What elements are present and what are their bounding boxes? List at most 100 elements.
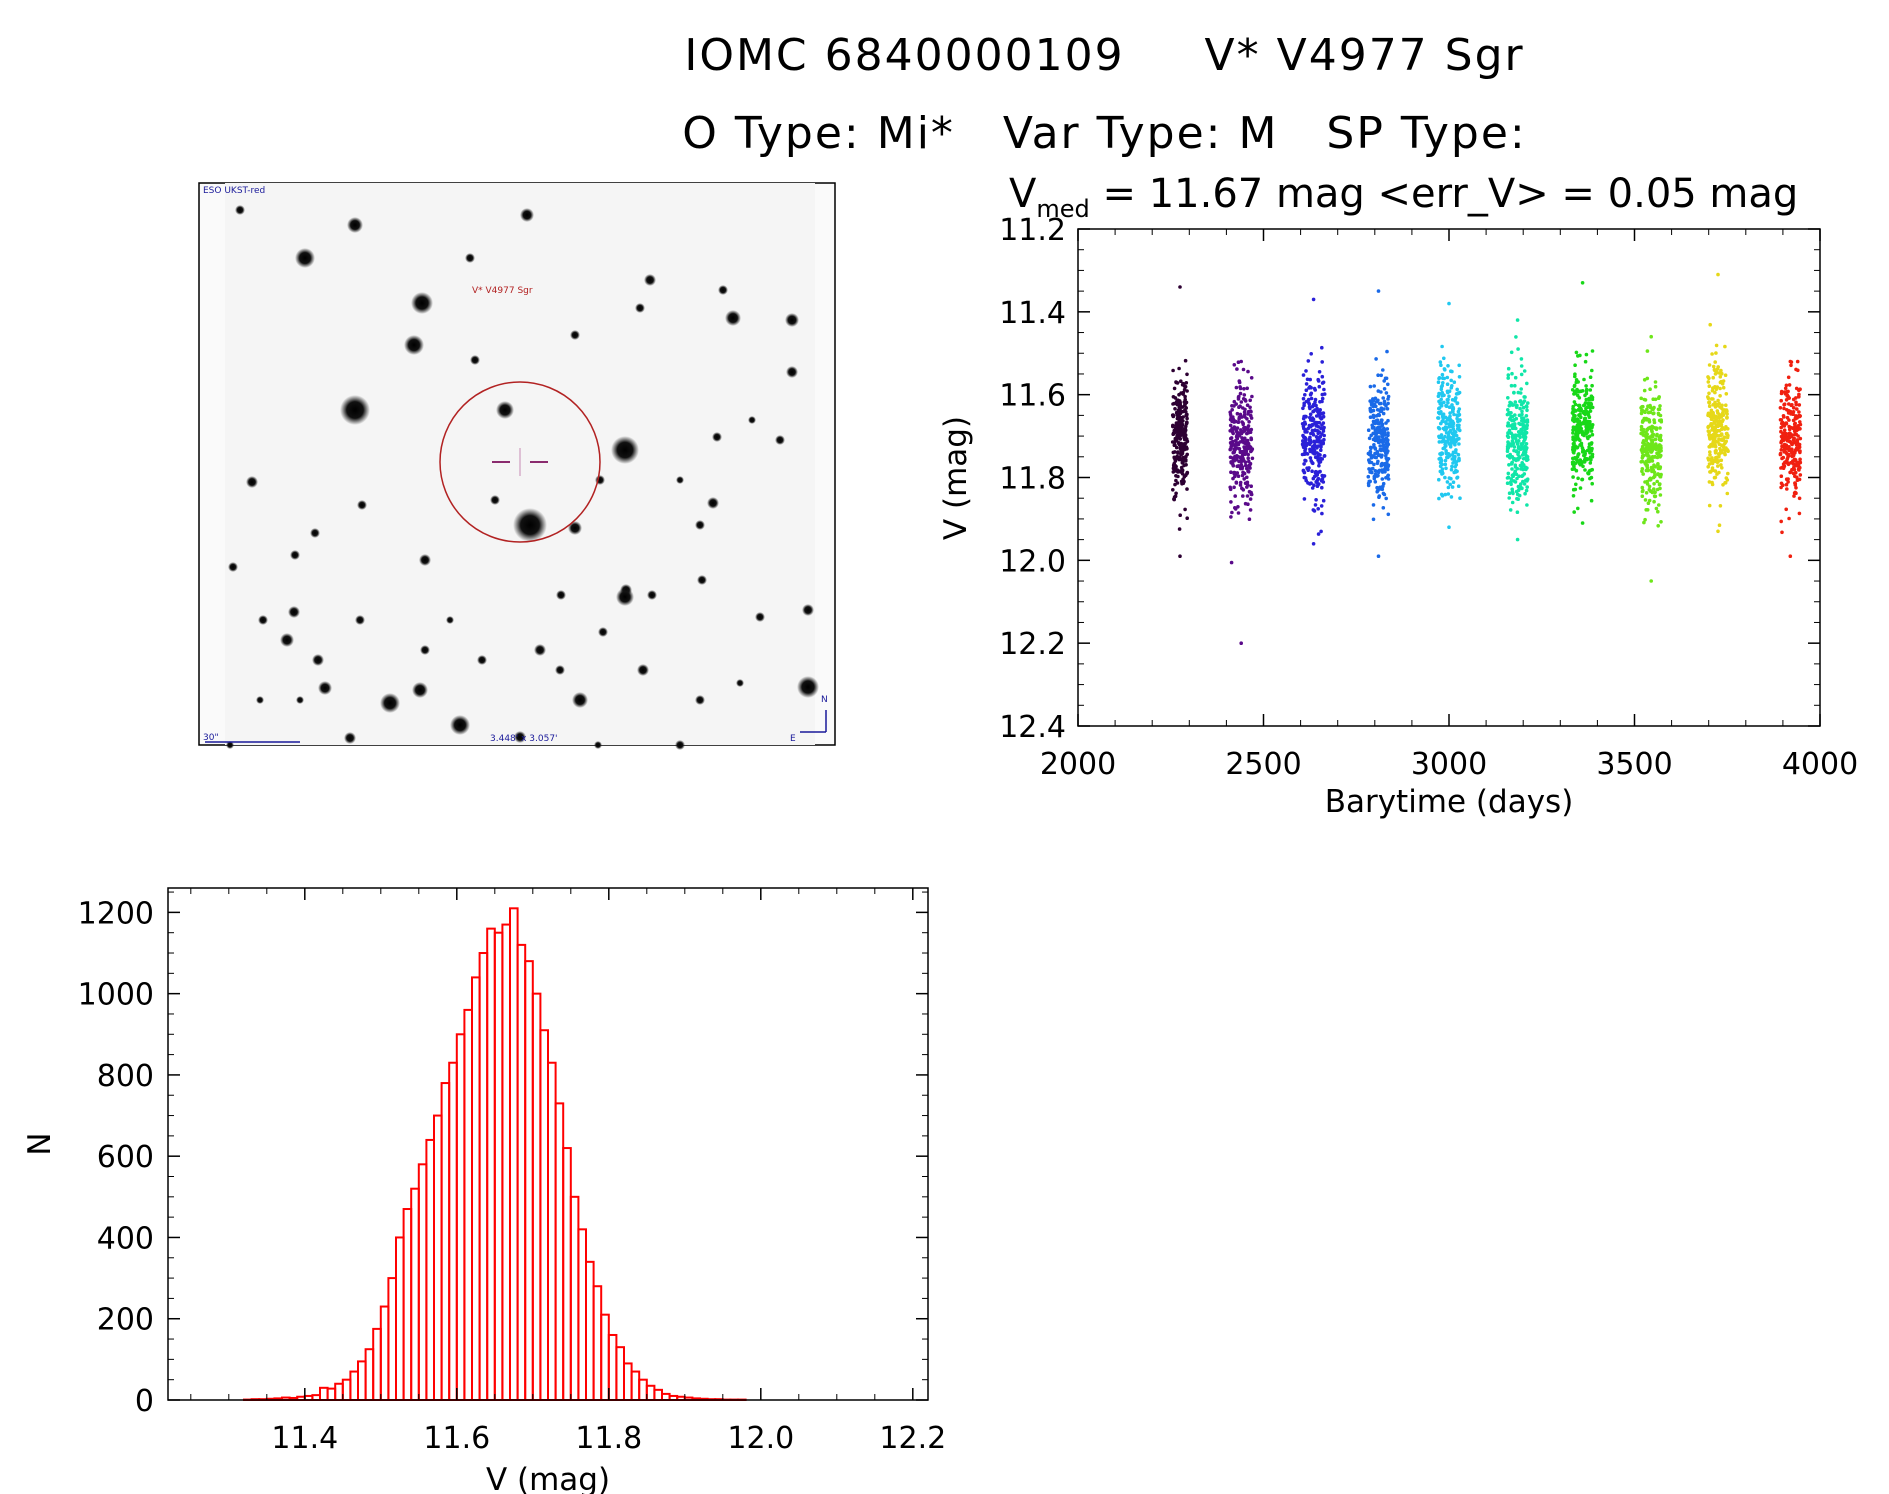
lc-point bbox=[1782, 442, 1787, 447]
lc-point bbox=[1320, 477, 1325, 481]
lc-point bbox=[1183, 394, 1187, 399]
lc-point bbox=[1440, 383, 1444, 388]
lc-point bbox=[1506, 471, 1511, 476]
lc-point bbox=[1656, 462, 1660, 466]
histogram-bar bbox=[645, 1384, 656, 1402]
lc-point bbox=[1369, 403, 1374, 407]
lc-point bbox=[1384, 456, 1389, 461]
lc-point bbox=[1796, 368, 1800, 373]
lc-point bbox=[1377, 494, 1382, 498]
lc-point bbox=[1443, 492, 1448, 497]
lc-point bbox=[1174, 491, 1178, 496]
lc-point bbox=[1709, 397, 1714, 401]
lc-point bbox=[1313, 455, 1318, 460]
lc-point bbox=[1375, 418, 1380, 423]
lc-point bbox=[1784, 482, 1789, 487]
lc-point bbox=[1588, 476, 1592, 481]
lc-point bbox=[1573, 363, 1577, 368]
lc-point bbox=[1717, 523, 1722, 527]
lc-point bbox=[1578, 486, 1583, 490]
lc-point bbox=[1796, 434, 1800, 438]
lc-point bbox=[1311, 451, 1315, 455]
lc-point bbox=[1588, 450, 1592, 455]
lc-point bbox=[1780, 530, 1784, 535]
lc-point bbox=[1645, 508, 1650, 512]
lc-point bbox=[1724, 403, 1728, 408]
lc-point bbox=[1641, 472, 1645, 476]
lc-point bbox=[1507, 412, 1511, 416]
lc-point bbox=[1444, 451, 1448, 455]
lc-point bbox=[1580, 521, 1585, 525]
lc-point bbox=[1172, 462, 1176, 466]
lc-point bbox=[1651, 411, 1655, 416]
lc-point bbox=[1382, 439, 1386, 443]
lc-point bbox=[1446, 400, 1450, 405]
lc-point bbox=[1725, 435, 1730, 440]
lc-point bbox=[1454, 450, 1458, 455]
lc-point bbox=[1519, 427, 1523, 432]
lc-point bbox=[1437, 496, 1441, 501]
lc-point bbox=[1439, 421, 1443, 426]
lc-point bbox=[1235, 464, 1239, 469]
lc-point bbox=[1723, 373, 1728, 378]
lc-point bbox=[1450, 453, 1455, 457]
lc-point bbox=[1441, 376, 1445, 381]
lc-point bbox=[1796, 467, 1801, 472]
lc-point bbox=[1512, 445, 1517, 449]
lc-point bbox=[1322, 474, 1326, 478]
lc-point bbox=[1707, 480, 1712, 484]
lc-point bbox=[1385, 349, 1389, 354]
lc-point bbox=[1640, 489, 1645, 494]
lc-point bbox=[1725, 409, 1729, 414]
lc-point bbox=[1374, 433, 1378, 437]
lc-point bbox=[1797, 477, 1802, 482]
histogram-bar bbox=[531, 992, 542, 1402]
lc-point bbox=[1176, 474, 1180, 479]
lc-point bbox=[1589, 429, 1594, 433]
lc-point bbox=[1641, 427, 1646, 432]
lc-point bbox=[1651, 432, 1656, 437]
lc-point bbox=[1445, 480, 1450, 484]
lc-point bbox=[1590, 368, 1594, 373]
lc-point bbox=[1653, 397, 1658, 402]
lc-point bbox=[1383, 466, 1388, 471]
lc-point bbox=[1244, 449, 1249, 454]
lc-point bbox=[1456, 391, 1460, 396]
lc-point bbox=[1247, 517, 1252, 521]
lc-point bbox=[1249, 427, 1254, 432]
lc-point bbox=[1645, 427, 1649, 432]
lc-point bbox=[1184, 458, 1188, 462]
lc-point bbox=[1244, 466, 1249, 471]
lc-point bbox=[1176, 450, 1180, 454]
lc-point bbox=[1521, 457, 1526, 461]
lc-point bbox=[1305, 466, 1309, 471]
histogram-bar bbox=[607, 1333, 618, 1401]
lc-point bbox=[1525, 485, 1529, 489]
lc-point bbox=[1310, 469, 1314, 474]
histogram-bar bbox=[630, 1370, 641, 1402]
lc-point bbox=[1369, 433, 1373, 438]
lc-point bbox=[1711, 437, 1715, 441]
lc-point bbox=[1515, 510, 1520, 514]
lc-point bbox=[1300, 442, 1305, 447]
lc-point bbox=[1372, 403, 1377, 408]
lc-point bbox=[1250, 447, 1255, 451]
lc-point bbox=[1785, 408, 1789, 412]
lc-point bbox=[1382, 399, 1387, 404]
lc-point bbox=[1183, 358, 1188, 363]
star bbox=[635, 303, 645, 313]
lc-point bbox=[1231, 463, 1236, 468]
lc-point bbox=[1713, 439, 1718, 443]
lc-point bbox=[1648, 459, 1652, 463]
lc-point bbox=[1174, 445, 1179, 450]
lc-point bbox=[1249, 437, 1254, 442]
star bbox=[344, 732, 356, 744]
lc-point bbox=[1305, 377, 1310, 382]
star bbox=[647, 590, 657, 600]
fov-label: 3.448' x 3.057' bbox=[490, 734, 558, 744]
lc-point bbox=[1382, 387, 1387, 391]
lc-point bbox=[1236, 442, 1241, 447]
lc-point bbox=[1436, 416, 1440, 420]
y-tick-label: 1000 bbox=[78, 978, 154, 1013]
lc-point bbox=[1643, 398, 1648, 402]
